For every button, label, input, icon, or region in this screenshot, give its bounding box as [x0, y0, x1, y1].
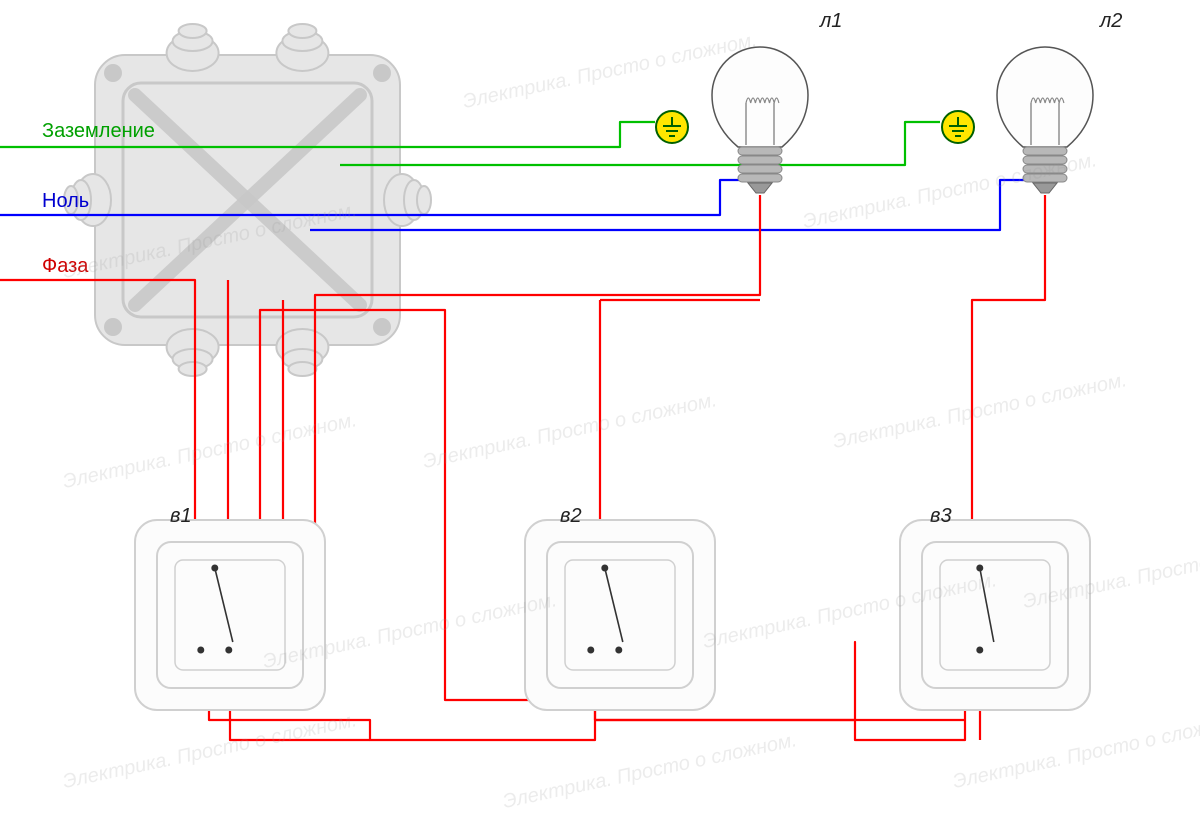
ground-symbol-icon	[656, 111, 688, 143]
lightbulb-icon	[997, 47, 1093, 193]
label-sw1: в1	[170, 505, 192, 528]
label-sw2: в2	[560, 505, 582, 528]
wall-switch	[900, 520, 1090, 710]
wall-switch	[525, 520, 715, 710]
wall-switch	[135, 520, 325, 710]
wiring-diagram	[0, 0, 1200, 779]
junction-box	[64, 24, 431, 376]
wire	[972, 195, 1045, 565]
lightbulb-icon	[712, 47, 808, 193]
label-lamp1: л1	[820, 10, 842, 33]
ground-symbol-icon	[942, 111, 974, 143]
wire	[340, 122, 940, 165]
label-neutral: Ноль	[42, 190, 89, 213]
label-lamp2: л2	[1100, 10, 1122, 33]
label-ground: Заземление	[42, 120, 155, 143]
label-sw3: в3	[930, 505, 952, 528]
label-phase: Фаза	[42, 255, 88, 278]
